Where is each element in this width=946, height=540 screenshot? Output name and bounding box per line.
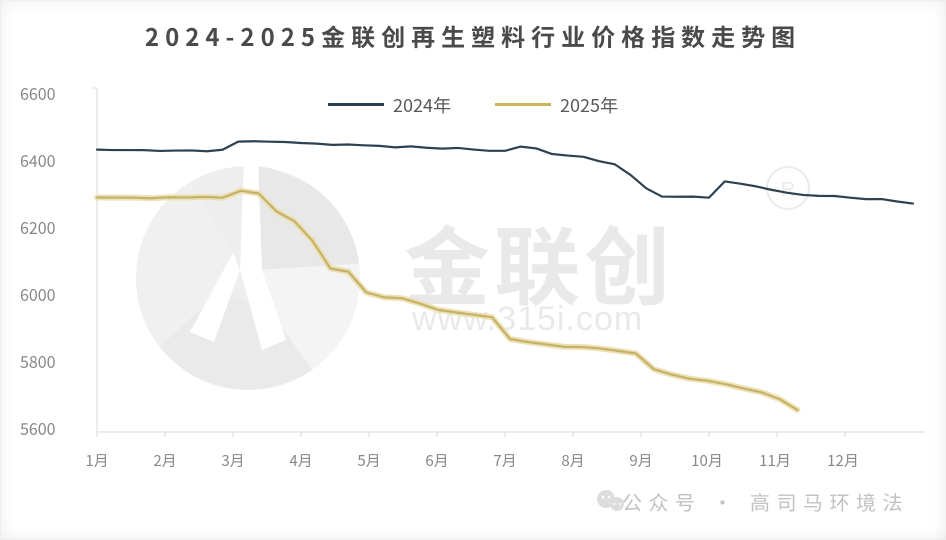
svg-text:R: R (781, 179, 795, 201)
